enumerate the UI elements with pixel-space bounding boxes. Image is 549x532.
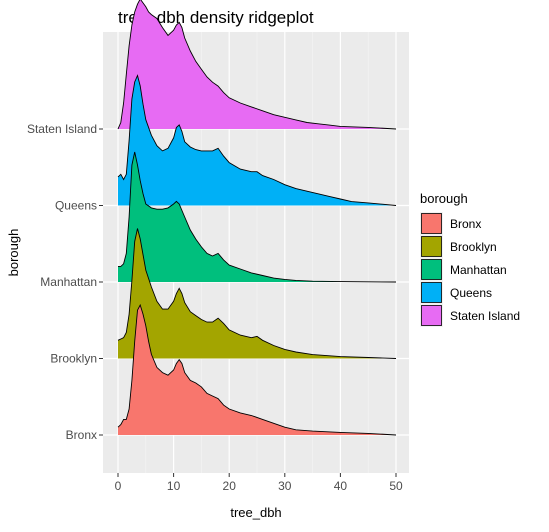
y-tick-label: Manhattan — [40, 275, 97, 289]
legend-key-manhattan — [422, 260, 442, 280]
x-tick-label: 0 — [115, 479, 122, 493]
legend-key-queens — [422, 283, 442, 303]
y-tick-label: Brooklyn — [50, 352, 97, 366]
legend-label-brooklyn: Brooklyn — [450, 240, 497, 254]
legend-key-staten-island — [422, 306, 442, 326]
x-axis-title: tree_dbh — [230, 505, 281, 520]
x-tick-label: 20 — [223, 479, 237, 493]
legend-key-bronx — [422, 214, 442, 234]
legend-label-staten-island: Staten Island — [450, 309, 520, 323]
x-tick-label: 50 — [389, 479, 403, 493]
y-axis-ticks: Bronx Brooklyn Manhattan Queens Staten Islan… — [27, 122, 103, 442]
y-tick-label: Staten Island — [27, 122, 97, 136]
legend: borough Bronx Brooklyn Manhattan Queens Stat… — [420, 191, 520, 327]
y-tick-label: Queens — [55, 199, 97, 213]
y-axis-title: borough — [6, 229, 21, 277]
legend-label-queens: Queens — [450, 286, 492, 300]
legend-title: borough — [420, 191, 468, 206]
y-tick-label: Bronx — [66, 428, 97, 442]
x-axis-ticks: 0 10 20 30 40 50 — [115, 473, 403, 493]
x-tick-label: 40 — [334, 479, 348, 493]
legend-key-brooklyn — [422, 237, 442, 257]
x-tick-label: 30 — [278, 479, 292, 493]
x-tick-label: 10 — [167, 479, 181, 493]
legend-label-manhattan: Manhattan — [450, 263, 507, 277]
legend-label-bronx: Bronx — [450, 217, 481, 231]
